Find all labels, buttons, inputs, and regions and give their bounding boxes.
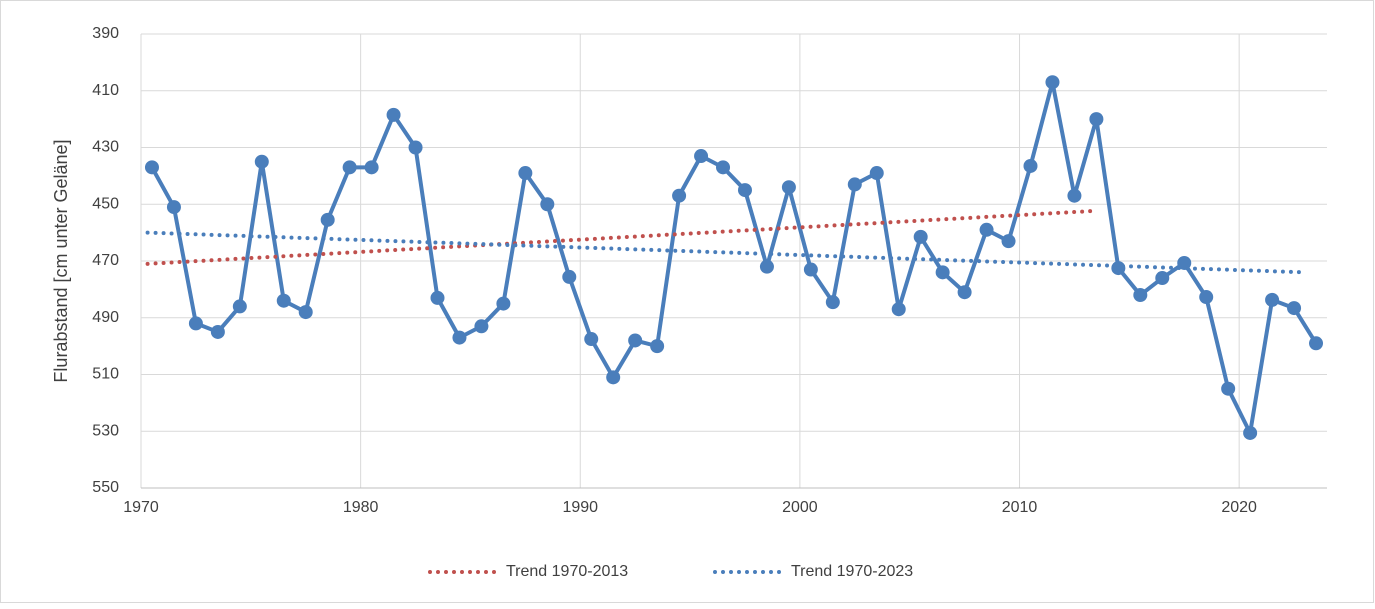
y-tick-label: 530: [92, 422, 119, 439]
data-point: [847, 177, 862, 192]
data-point: [650, 339, 665, 354]
y-tick-label: 390: [92, 25, 119, 42]
data-point: [430, 290, 445, 305]
data-point: [276, 293, 291, 308]
legend-label: Trend 1970-2023: [791, 563, 913, 580]
y-tick-label: 470: [92, 252, 119, 269]
data-point: [584, 332, 599, 347]
data-point: [1001, 234, 1016, 249]
data-point: [188, 316, 203, 331]
data-point: [1243, 425, 1258, 440]
y-tick-label: 510: [92, 366, 119, 383]
trend-line: [145, 208, 1099, 266]
data-point: [606, 370, 621, 385]
data-point: [518, 166, 533, 181]
data-point: [144, 160, 159, 175]
x-tick-label: 2000: [782, 499, 818, 516]
trend-line: [145, 230, 1308, 275]
data-point: [496, 296, 511, 311]
data-point: [716, 160, 731, 175]
data-point: [342, 160, 357, 175]
data-point: [913, 229, 928, 244]
data-point: [364, 160, 379, 175]
data-point: [1155, 271, 1170, 286]
data-point: [1045, 75, 1060, 90]
y-tick-label: 430: [92, 139, 119, 156]
x-tick-label: 2010: [1002, 499, 1038, 516]
data-point: [803, 262, 818, 277]
data-point: [452, 330, 467, 345]
data-point: [166, 200, 181, 215]
x-tick-label: 1970: [123, 499, 159, 516]
data-point: [408, 140, 423, 155]
data-point: [935, 265, 950, 280]
y-tick-label: 550: [92, 479, 119, 496]
data-point: [386, 107, 401, 122]
data-point: [320, 212, 335, 227]
data-point: [891, 302, 906, 317]
data-point: [1265, 292, 1280, 307]
data-point: [210, 324, 225, 339]
y-axis-label: Flurabstand [cm unter Geläne]: [51, 139, 71, 382]
data-point: [759, 259, 774, 274]
data-point: [562, 269, 577, 284]
data-point: [1023, 158, 1038, 173]
data-point: [781, 180, 796, 195]
data-point: [979, 222, 994, 237]
data-point: [298, 305, 313, 320]
data-point: [1067, 188, 1082, 203]
data-point: [628, 333, 643, 348]
data-point: [1089, 112, 1104, 127]
data-point: [737, 183, 752, 198]
data-point: [694, 149, 709, 164]
data-point: [1221, 381, 1236, 396]
x-tick-label: 1990: [562, 499, 598, 516]
data-point: [254, 154, 269, 169]
data-point: [1133, 288, 1148, 303]
data-point: [474, 319, 489, 334]
y-tick-label: 410: [92, 82, 119, 99]
y-tick-label: 490: [92, 309, 119, 326]
data-point: [869, 166, 884, 181]
legend-label: Trend 1970-2013: [506, 563, 628, 580]
x-tick-label: 1980: [343, 499, 379, 516]
data-point: [825, 295, 840, 310]
data-point: [232, 299, 247, 314]
data-point: [1199, 290, 1214, 305]
data-point: [957, 285, 972, 300]
data-point: [672, 188, 687, 203]
data-point: [1287, 301, 1302, 316]
x-tick-label: 2020: [1221, 499, 1257, 516]
data-point: [540, 197, 555, 212]
data-point: [1309, 336, 1324, 351]
y-tick-label: 450: [92, 195, 119, 212]
data-point: [1111, 261, 1126, 276]
